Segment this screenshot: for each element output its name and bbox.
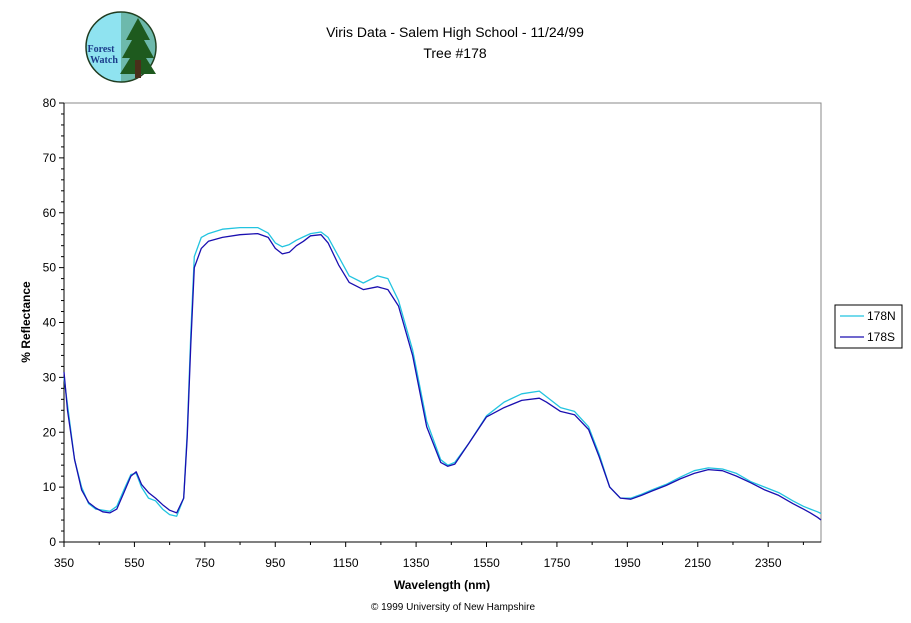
copyright-credit: © 1999 University of New Hampshire [371, 602, 536, 613]
logo-line1: Forest [87, 44, 115, 55]
x-tick-label: 950 [265, 556, 285, 570]
y-tick-label: 80 [43, 96, 57, 110]
series-lines [63, 226, 822, 521]
legend-box [834, 304, 903, 349]
x-tick-label: 2350 [755, 556, 782, 570]
series-line-178n [63, 226, 822, 517]
plot-area [63, 102, 822, 543]
chart-title: Viris Data - Salem High School - 11/24/9… [326, 24, 584, 40]
x-tick-label: 1150 [333, 556, 359, 570]
forest-watch-logo: Forest Watch [85, 11, 157, 83]
x-tick-label: 1750 [544, 556, 571, 570]
y-tick-label: 70 [43, 151, 57, 165]
y-tick-label: 0 [49, 535, 56, 549]
x-tick-label: 550 [124, 556, 144, 570]
x-axis-label: Wavelength (nm) [394, 578, 490, 592]
x-tick-label: 1550 [473, 556, 500, 570]
legend: 178N 178S [834, 304, 903, 349]
y-tick-label: 40 [43, 316, 57, 330]
x-tick-label: 750 [195, 556, 215, 570]
x-tick-label: 1950 [614, 556, 641, 570]
x-tick-label: 2150 [684, 556, 711, 570]
x-tick-label: 1350 [403, 556, 430, 570]
y-tick-label: 60 [43, 206, 57, 220]
y-axis-label: % Reflectance [19, 281, 33, 363]
logo-line2: Watch [90, 55, 118, 66]
x-tick-label: 350 [54, 556, 74, 570]
legend-label-178n: 178N [867, 309, 896, 323]
y-tick-label: 30 [43, 370, 57, 384]
chart-subtitle: Tree #178 [423, 45, 487, 61]
axis-ticks: 0 10 20 30 40 50 60 70 80 350 550 750 950 1150 1350 155… [43, 96, 804, 570]
series-line-178s [63, 232, 822, 521]
y-tick-label: 20 [43, 425, 57, 439]
y-tick-label: 10 [43, 480, 57, 494]
legend-label-178s: 178S [867, 330, 895, 344]
y-tick-label: 50 [43, 261, 57, 275]
